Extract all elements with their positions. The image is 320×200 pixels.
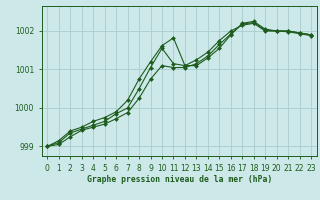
X-axis label: Graphe pression niveau de la mer (hPa): Graphe pression niveau de la mer (hPa) [87,175,272,184]
